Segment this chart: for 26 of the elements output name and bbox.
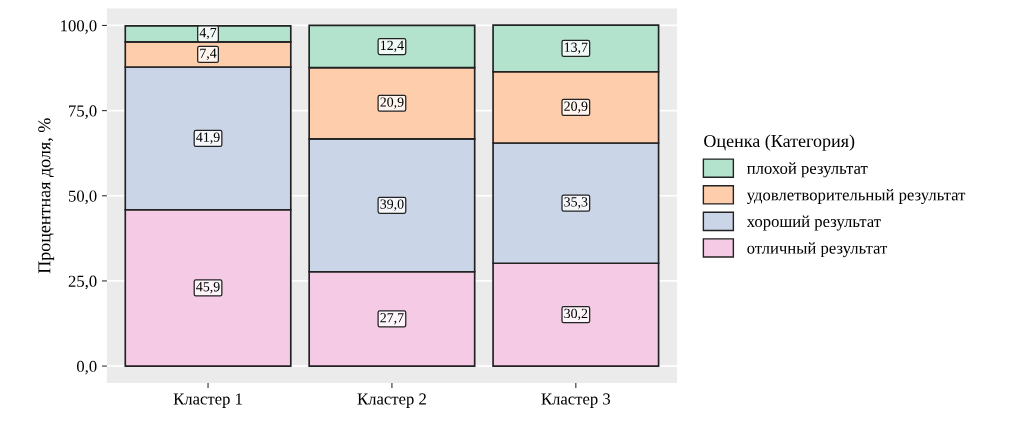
legend-label: хороший результат (746, 215, 881, 231)
data-label: 27,7 (380, 313, 404, 325)
y-tick-label: 25,0 (68, 275, 97, 290)
y-tick-label: 100,0 (61, 20, 97, 34)
y-tick-label: 50,0 (68, 190, 97, 205)
x-tick-label: Кластер 2 (357, 393, 426, 408)
y-axis-title: Процентная доля, % (38, 118, 55, 274)
data-label: 12,4 (381, 40, 404, 53)
legend-label: удовлетворительный результат (746, 188, 966, 204)
data-label: 4,7 (199, 27, 217, 40)
data-label: 20,9 (564, 101, 588, 113)
x-tick-label: Кластер 3 (541, 393, 611, 408)
data-label: 35,3 (564, 197, 588, 209)
y-tick-label: 0,0 (76, 360, 97, 375)
data-label: 41,9 (196, 132, 220, 144)
data-label: 20,9 (380, 97, 404, 109)
y-tick-label: 75,0 (69, 105, 97, 119)
data-label: 13,7 (564, 42, 588, 54)
legend-label: отличный результат (747, 242, 888, 258)
data-label: 7,4 (200, 48, 217, 60)
data-label: 39,0 (380, 199, 404, 211)
legend-title: Оценка (Категория) (704, 134, 855, 151)
x-tick-label: Кластер 1 (173, 393, 242, 408)
legend-label: плохой результат (747, 162, 868, 178)
data-label: 45,9 (196, 282, 220, 294)
data-label: 30,2 (564, 308, 588, 321)
